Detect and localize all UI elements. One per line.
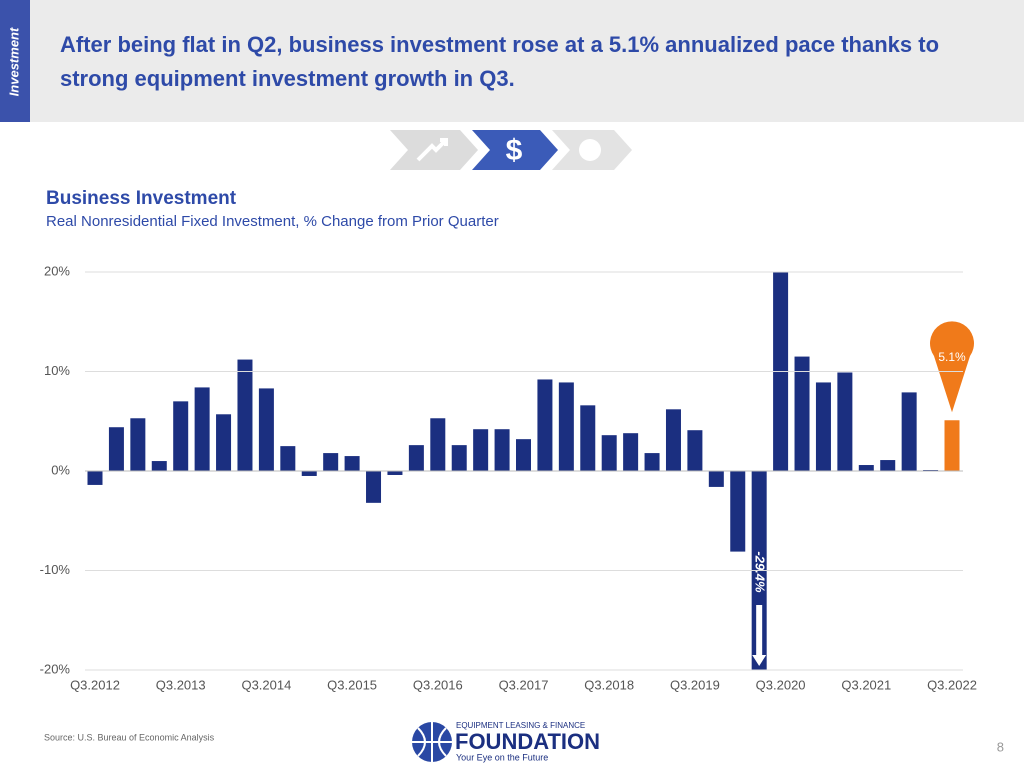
x-tick-label: Q3.2013: [156, 677, 206, 692]
bar: [258, 388, 274, 471]
bar: [387, 471, 403, 475]
y-tick-label: -20%: [40, 661, 71, 676]
value-label: 5.1%: [938, 350, 966, 364]
bar: [665, 409, 681, 471]
logo-name: FOUNDATION: [455, 729, 600, 754]
nav-icon-head: [579, 139, 601, 161]
bar: [323, 453, 339, 471]
bar: [173, 401, 189, 471]
x-tick-label: Q3.2016: [413, 677, 463, 692]
bar: [601, 435, 617, 471]
bar: [151, 461, 167, 471]
bar: [901, 392, 917, 471]
page-number: 8: [997, 739, 1004, 754]
x-tick-label: Q3.2021: [841, 677, 891, 692]
bar: [237, 359, 253, 471]
header-band: [30, 0, 1024, 122]
bar: [108, 427, 124, 471]
bar: [837, 372, 853, 471]
header-title: After being flat in Q2, business investm…: [60, 32, 940, 91]
bar: [366, 471, 382, 503]
bar: [687, 430, 703, 471]
bar: [858, 465, 874, 471]
bar: [473, 429, 489, 471]
nav-icon-growth: [416, 138, 448, 162]
bar: [773, 272, 789, 471]
x-tick-label: Q3.2015: [327, 677, 377, 692]
bar: [580, 405, 596, 471]
source-note: Source: U.S. Bureau of Economic Analysis: [44, 732, 215, 742]
x-tick-label: Q3.2017: [499, 677, 549, 692]
sidebar-label: Investment: [6, 27, 21, 96]
bar: [880, 460, 896, 471]
bar: [516, 439, 531, 471]
x-tick-label: Q3.2014: [241, 677, 291, 692]
bar: [730, 471, 746, 552]
bar: [537, 379, 553, 471]
sidebar-tab: [0, 0, 30, 122]
bar: [451, 445, 467, 471]
bar: [87, 471, 103, 485]
bar: [301, 471, 317, 476]
y-tick-label: 0%: [51, 462, 70, 477]
bar: [794, 356, 810, 471]
bar: [130, 418, 146, 471]
y-tick-label: 20%: [44, 263, 70, 278]
logo-tagline: Your Eye on the Future: [456, 752, 548, 762]
y-tick-label: 10%: [44, 363, 70, 378]
bar: [815, 382, 831, 471]
y-tick-label: -10%: [40, 562, 71, 577]
bar: [408, 445, 424, 471]
bar: [558, 382, 574, 471]
logo-globe-lines: [412, 722, 452, 762]
x-tick-label: Q3.2012: [70, 677, 120, 692]
chart-title: Business Investment: [46, 188, 237, 209]
callout-pin: [929, 321, 974, 413]
chart-subtitle: Real Nonresidential Fixed Investment, % …: [46, 213, 499, 230]
bar: [623, 433, 639, 471]
bar: [194, 387, 210, 471]
bar: [644, 453, 660, 471]
header-title-box: After being flat in Q2, business investm…: [60, 32, 940, 91]
nav-icon: $: [506, 134, 523, 167]
bar: [216, 414, 232, 471]
bar: [708, 471, 724, 487]
nav-chevron-active: [472, 130, 558, 170]
bar: [280, 446, 296, 471]
clip-arrow: [752, 605, 767, 666]
x-tick-label: Q3.2020: [756, 677, 806, 692]
bar: [344, 456, 360, 471]
bar: [430, 418, 446, 471]
x-tick-label: Q3.2022: [927, 677, 977, 692]
bar: [944, 420, 960, 471]
value-label: -29.4%: [753, 551, 768, 593]
logo-top: EQUIPMENT LEASING & FINANCE: [456, 721, 585, 730]
x-tick-label: Q3.2018: [584, 677, 634, 692]
x-tick-label: Q3.2019: [670, 677, 720, 692]
bar: [494, 429, 510, 471]
